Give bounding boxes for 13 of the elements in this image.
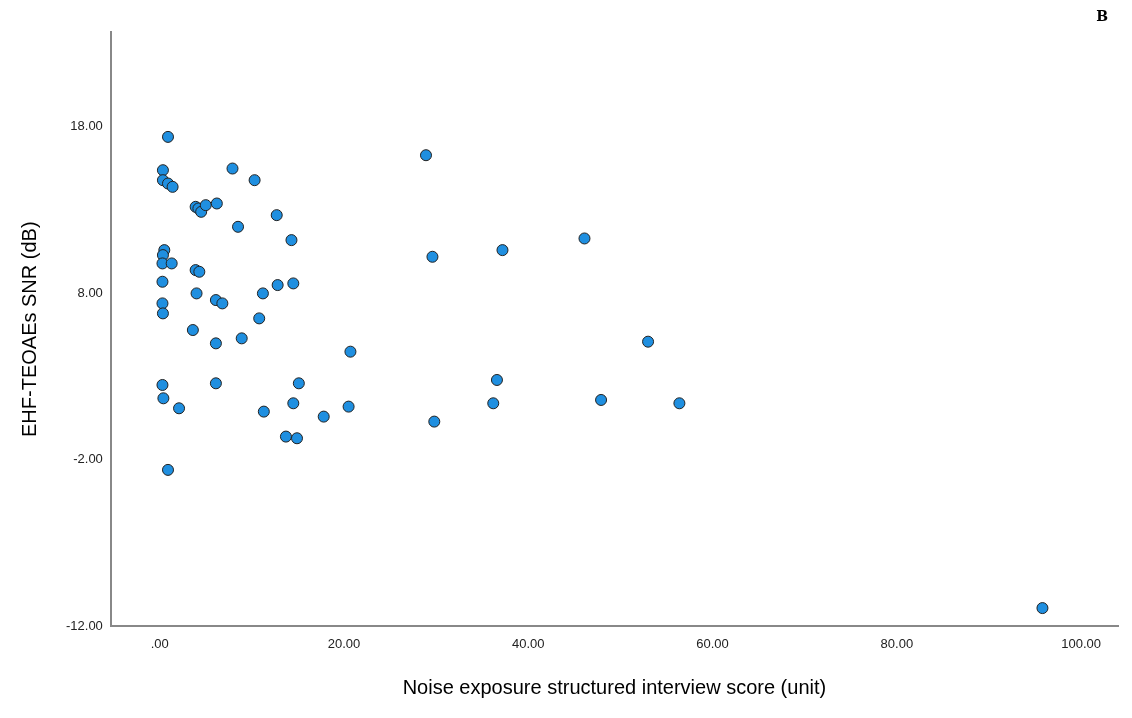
y-axis-title: EHF-TEOAEs SNR (dB) (17, 221, 40, 437)
x-axis-title: Noise exposure structured interview score (unit) (402, 675, 827, 698)
x-tick-label: 80.00 (880, 635, 914, 651)
text: B (1096, 7, 1109, 24)
x-tick-label: 40.00 (512, 635, 545, 651)
x-tick-label: 20.00 (327, 635, 361, 651)
x-tick-label: 60.00 (696, 635, 729, 651)
y-tick-label: 18.00 (70, 118, 103, 134)
x-tick-label: 100.00 (1061, 635, 1102, 651)
y-tick-label: -2.00 (73, 451, 103, 467)
y-tick-label: 8.00 (77, 284, 103, 300)
y-tick-label: -12.00 (65, 617, 103, 633)
x-tick-label: .00 (150, 635, 169, 651)
